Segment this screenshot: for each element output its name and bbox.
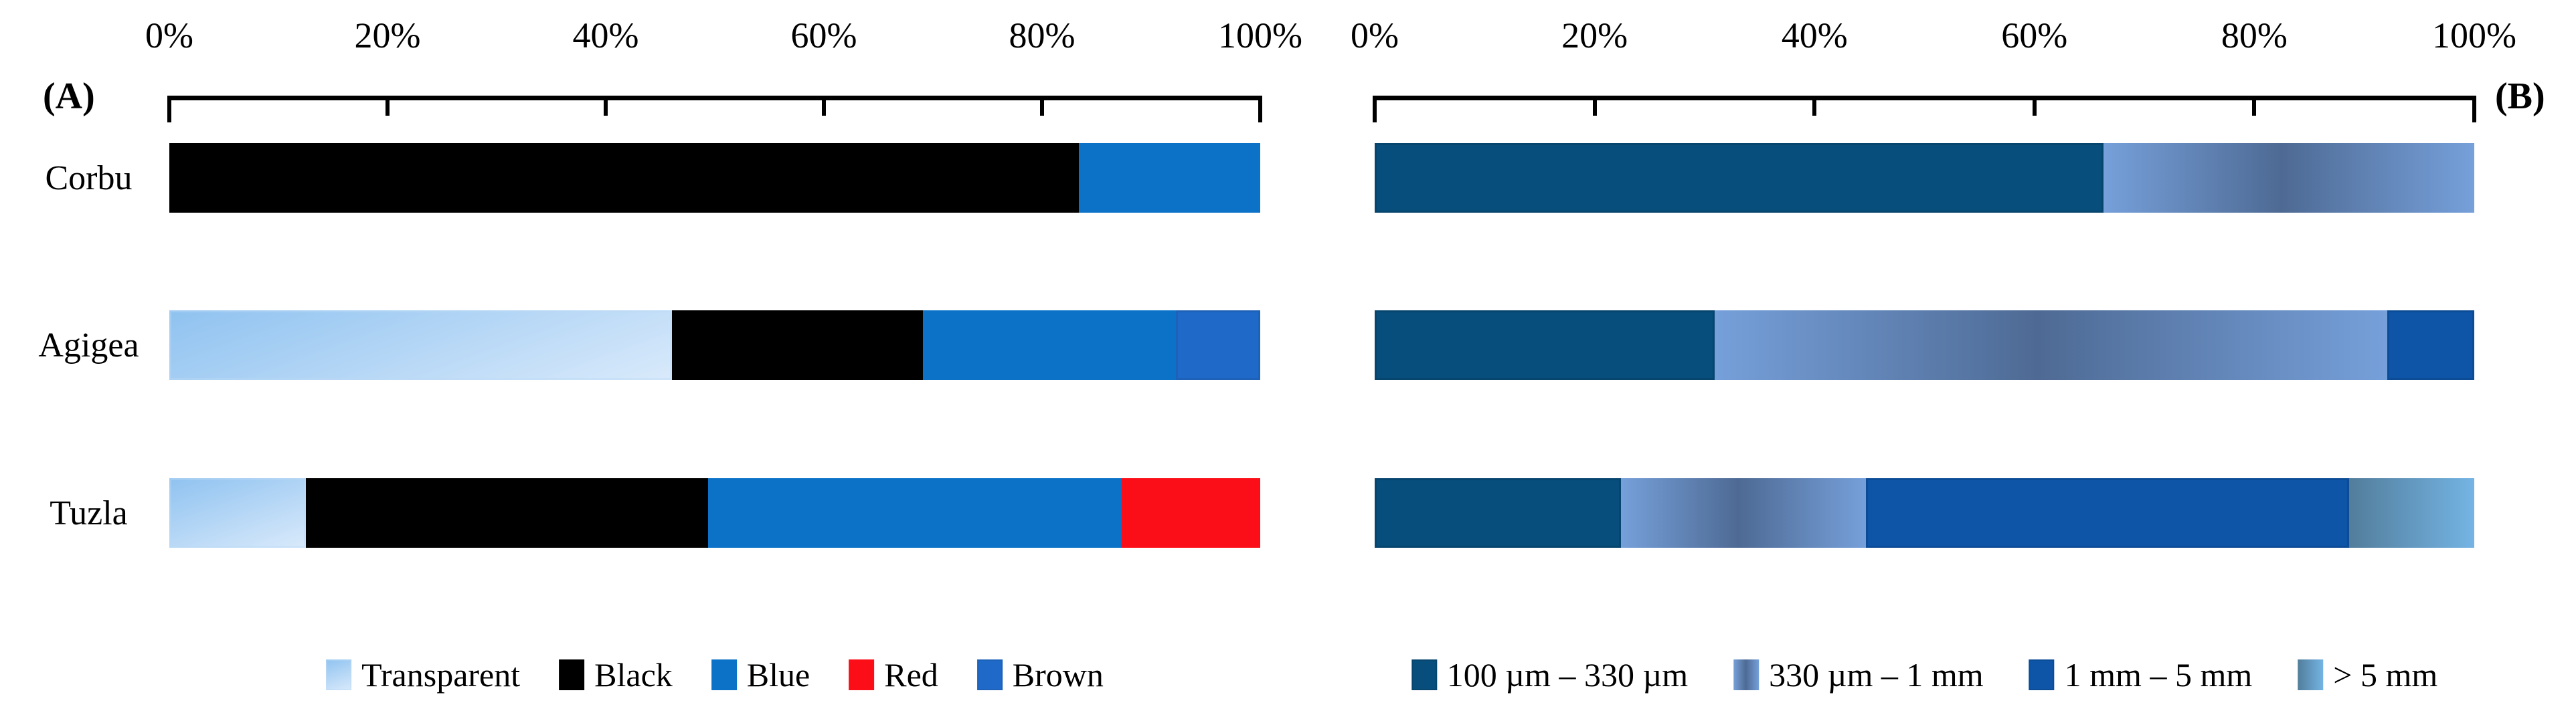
bar-row-tuzla bbox=[169, 478, 1260, 548]
category-label: Tuzla bbox=[50, 494, 128, 532]
bar-segment bbox=[169, 143, 1080, 213]
axis-tick-label: 20% bbox=[354, 15, 421, 56]
bar-segment bbox=[1121, 478, 1260, 548]
axis-tick-label: 60% bbox=[2001, 15, 2068, 56]
panel-b: 0% 20% 40% 60% 80% 100% 100 µm – 330 µm 330 µm … bbox=[1351, 0, 2516, 727]
bar-segment bbox=[708, 478, 1122, 548]
bar-segment bbox=[1375, 310, 1715, 380]
axis-line bbox=[169, 96, 1260, 100]
axis-tick-mark bbox=[2472, 96, 2476, 122]
legend-item: > 5 mm bbox=[2298, 655, 2437, 694]
axis-tick-label: 100% bbox=[2432, 15, 2516, 56]
legend-swatch bbox=[976, 659, 1003, 690]
legend-swatch bbox=[1733, 659, 1759, 690]
bar-segment bbox=[1866, 478, 2349, 548]
bar-segment bbox=[1375, 478, 1622, 548]
axis-tick-label: 40% bbox=[572, 15, 639, 56]
legend-label: Brown bbox=[1012, 656, 1104, 694]
legend-swatch bbox=[559, 659, 585, 690]
axis-tick-mark bbox=[2252, 96, 2257, 116]
bar-segment bbox=[2103, 143, 2474, 213]
bar-segment bbox=[2348, 478, 2474, 548]
axis-tick-mark bbox=[604, 96, 608, 116]
bar-segment bbox=[305, 478, 709, 548]
panel-a-label: (A) bbox=[43, 76, 95, 117]
legend-item: Blue bbox=[711, 655, 810, 694]
bar-row-agigea bbox=[1375, 310, 2474, 380]
bar-row-corbu bbox=[1375, 143, 2474, 213]
axis-tick-mark bbox=[385, 96, 390, 116]
legend-item: Red bbox=[849, 655, 938, 694]
axis-tick-mark bbox=[1592, 96, 1597, 116]
legend-label: 1 mm – 5 mm bbox=[2064, 656, 2253, 694]
legend-item: Transparent bbox=[326, 655, 520, 694]
panel-a: 0% 20% 40% 60% 80% 100% Corbu Agigea Tuzla Transp… bbox=[38, 0, 1302, 727]
legend-swatch bbox=[2298, 659, 2324, 690]
axis-tick-label: 40% bbox=[1781, 15, 1848, 56]
bar-segment bbox=[1079, 143, 1260, 213]
axis-tick-mark bbox=[822, 96, 826, 116]
bar-segment bbox=[169, 310, 673, 380]
axis-tick-mark bbox=[2032, 96, 2037, 116]
panel-b-label: (B) bbox=[2495, 76, 2545, 117]
legend-label: 330 µm – 1 mm bbox=[1769, 656, 1984, 694]
axis-tick-mark bbox=[1040, 96, 1044, 116]
legend: 100 µm – 330 µm 330 µm – 1 mm 1 mm – 5 mm >… bbox=[1411, 655, 2437, 694]
bar-segment bbox=[1176, 310, 1260, 380]
axis-tick-label: 80% bbox=[2221, 15, 2288, 56]
legend-swatch bbox=[711, 659, 737, 690]
axis-tick-mark bbox=[1812, 96, 1817, 116]
axis-tick-label: 0% bbox=[145, 15, 193, 56]
axis-tick-label: 60% bbox=[790, 15, 857, 56]
category-label: Corbu bbox=[45, 159, 133, 197]
axis-tick-label: 0% bbox=[1351, 15, 1399, 56]
bar-row-corbu bbox=[169, 143, 1260, 213]
bar-segment bbox=[169, 478, 306, 548]
legend-item: 100 µm – 330 µm bbox=[1411, 655, 1688, 694]
legend-label: Black bbox=[594, 656, 673, 694]
bar-row-agigea bbox=[169, 310, 1260, 380]
axis-tick-mark bbox=[167, 96, 171, 122]
bar-segment bbox=[923, 310, 1177, 380]
axis-tick-label: 100% bbox=[1218, 15, 1302, 56]
legend-item: 1 mm – 5 mm bbox=[2029, 655, 2253, 694]
legend-swatch bbox=[2029, 659, 2055, 690]
category-label: Agigea bbox=[38, 326, 139, 365]
legend-item: 330 µm – 1 mm bbox=[1733, 655, 1984, 694]
legend-label: Blue bbox=[746, 656, 810, 694]
legend-item: Brown bbox=[976, 655, 1104, 694]
legend-label: Transparent bbox=[361, 656, 521, 694]
legend-label: 100 µm – 330 µm bbox=[1446, 656, 1689, 694]
legend: Transparent Black Blue Red Brown bbox=[326, 655, 1104, 694]
bar-segment bbox=[672, 310, 924, 380]
bar-row-tuzla bbox=[1375, 478, 2474, 548]
axis-line bbox=[1375, 96, 2474, 100]
legend-item: Black bbox=[559, 655, 673, 694]
bar-segment bbox=[2387, 310, 2474, 380]
legend-swatch bbox=[326, 659, 352, 690]
bar-segment bbox=[1621, 478, 1867, 548]
axis-tick-mark bbox=[1373, 96, 1377, 122]
axis-tick-label: 20% bbox=[1561, 15, 1628, 56]
bar-segment bbox=[1714, 310, 2388, 380]
bar-segment bbox=[1375, 143, 2104, 213]
legend-label: Red bbox=[884, 656, 938, 694]
axis-tick-label: 80% bbox=[1009, 15, 1076, 56]
axis-tick-mark bbox=[1258, 96, 1262, 122]
legend-label: > 5 mm bbox=[2333, 656, 2438, 694]
legend-swatch bbox=[849, 659, 875, 690]
legend-swatch bbox=[1411, 659, 1437, 690]
